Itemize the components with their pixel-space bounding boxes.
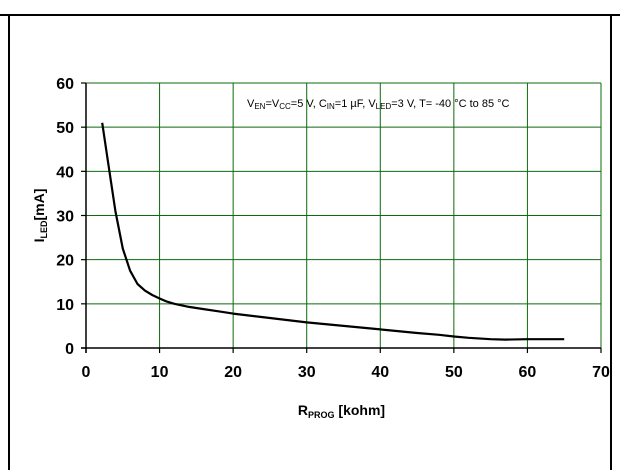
conditions-annotation: VEN=VCC=5 V, CIN=1 µF, VLED=3 V, T= -40 … <box>247 98 510 111</box>
y-tick-label: 10 <box>56 297 74 314</box>
axes <box>81 82 602 353</box>
x-tick-label: 20 <box>224 364 242 381</box>
x-tick-label: 30 <box>298 364 316 381</box>
x-axis-title: RPROG [kohm] <box>298 402 385 420</box>
series-line <box>101 122 565 341</box>
y-tick-label: 20 <box>56 253 74 270</box>
y-axis-title: ILED[mA] <box>31 189 49 243</box>
y-tick-label: 0 <box>65 341 74 358</box>
y-tick-label: 40 <box>56 164 74 181</box>
x-tick-label: 40 <box>371 364 389 381</box>
y-tick-label: 60 <box>56 76 74 93</box>
y-tick-label: 30 <box>56 209 74 226</box>
left-border <box>8 14 10 470</box>
top-border <box>0 14 620 16</box>
x-tick-label: 70 <box>592 364 610 381</box>
right-border <box>610 14 612 470</box>
x-tick-label: 60 <box>519 364 537 381</box>
series-lines <box>101 122 565 341</box>
y-tick-labels: 0 10 20 30 40 50 60 <box>56 76 74 358</box>
y-tick-label: 50 <box>56 120 74 137</box>
x-tick-label: 10 <box>151 364 169 381</box>
x-tick-label: 50 <box>445 364 463 381</box>
x-tick-label: 0 <box>82 364 91 381</box>
x-tick-labels: 0 10 20 30 40 50 60 70 <box>82 364 610 381</box>
